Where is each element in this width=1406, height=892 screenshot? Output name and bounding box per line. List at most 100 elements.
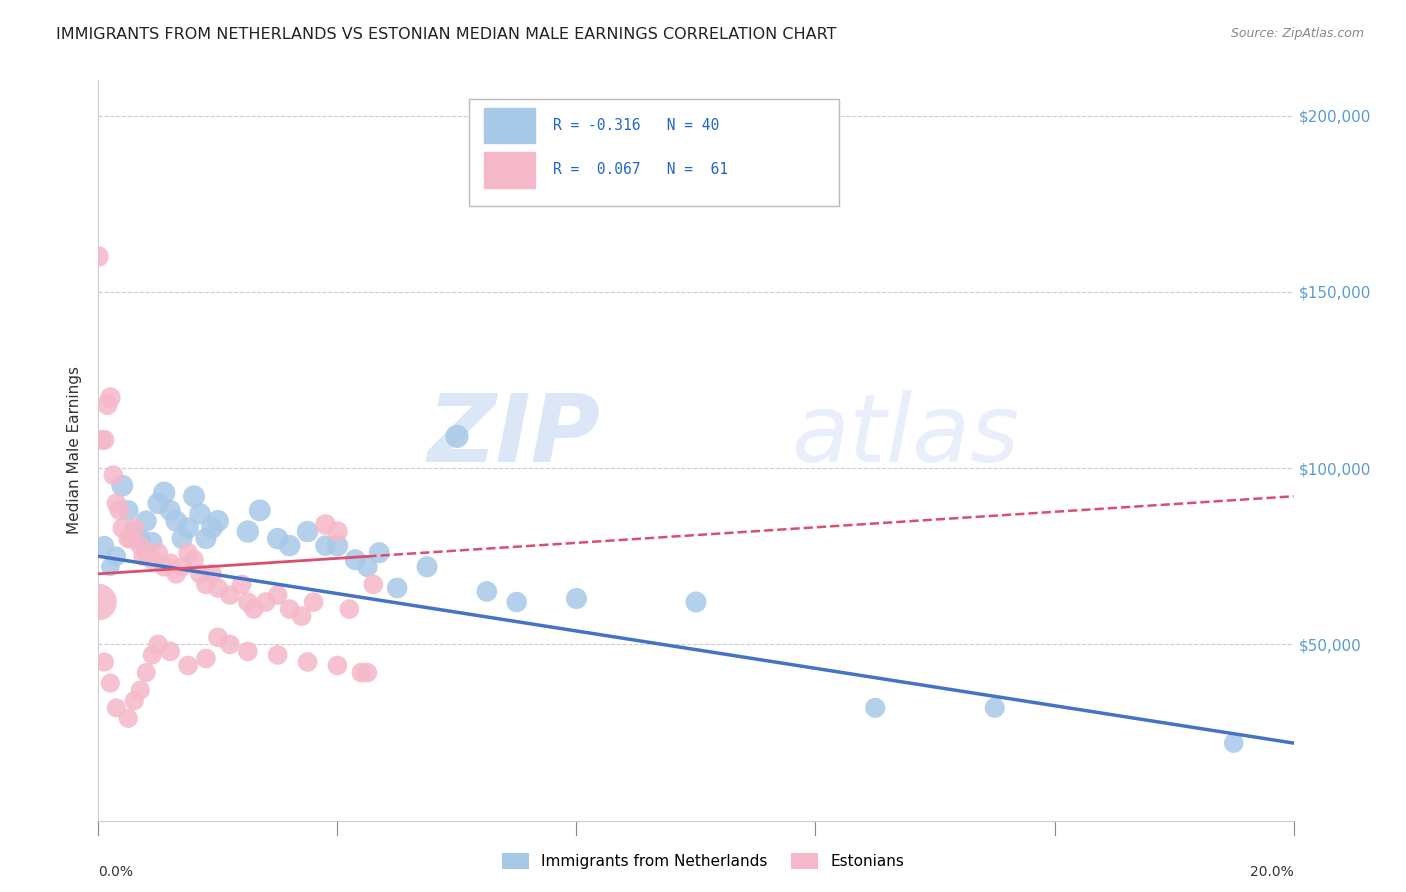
Point [254, 595, 277, 609]
Point [159, 556, 181, 570]
Point [159, 644, 181, 658]
Point [93, 433, 115, 447]
Bar [485, 153, 534, 187]
Point [188, 507, 211, 521]
Point [188, 566, 211, 581]
Point [685, 595, 707, 609]
Point [236, 524, 259, 539]
Text: atlas: atlas [792, 390, 1019, 481]
Point [315, 539, 337, 553]
Point [135, 514, 157, 528]
Point [108, 503, 131, 517]
Point [1223, 736, 1246, 750]
Point [278, 602, 301, 616]
Point [177, 521, 200, 535]
Point [339, 602, 361, 616]
Point [148, 637, 170, 651]
Point [475, 584, 498, 599]
Point [297, 655, 319, 669]
Point [267, 648, 290, 662]
Point [416, 559, 439, 574]
Point [90, 433, 112, 447]
Point [363, 577, 385, 591]
Text: Source: ZipAtlas.com: Source: ZipAtlas.com [1230, 27, 1364, 40]
Point [344, 553, 367, 567]
Text: 0.0%: 0.0% [98, 865, 134, 879]
Point [159, 503, 181, 517]
Text: R =  0.067   N =  61: R = 0.067 N = 61 [553, 162, 727, 178]
Text: R = -0.316   N = 40: R = -0.316 N = 40 [553, 118, 718, 133]
Point [96, 398, 118, 412]
Point [350, 665, 373, 680]
Point [141, 648, 163, 662]
Point [231, 577, 253, 591]
Point [129, 539, 152, 553]
Point [385, 581, 409, 595]
Bar [485, 108, 534, 144]
Point [356, 665, 378, 680]
Point [302, 595, 325, 609]
Point [172, 559, 194, 574]
Point [117, 532, 139, 546]
Point [103, 468, 125, 483]
Point [297, 524, 319, 539]
FancyBboxPatch shape [470, 99, 839, 206]
Point [87, 250, 110, 264]
Point [183, 553, 205, 567]
Text: 20.0%: 20.0% [1250, 865, 1294, 879]
Text: ZIP: ZIP [427, 390, 600, 482]
Point [326, 524, 349, 539]
Point [141, 535, 163, 549]
Point [98, 676, 122, 690]
Point [207, 581, 229, 595]
Point [148, 546, 170, 560]
Point [506, 595, 529, 609]
Point [105, 496, 128, 510]
Point [98, 391, 122, 405]
Point [141, 553, 163, 567]
Point [249, 503, 271, 517]
Point [201, 566, 224, 581]
Point [195, 577, 218, 591]
Point [135, 665, 157, 680]
Point [117, 503, 139, 517]
Point [98, 559, 122, 574]
Point [165, 514, 187, 528]
Point [446, 429, 468, 443]
Point [120, 532, 142, 546]
Point [236, 644, 259, 658]
Point [278, 539, 301, 553]
Text: IMMIGRANTS FROM NETHERLANDS VS ESTONIAN MEDIAN MALE EARNINGS CORRELATION CHART: IMMIGRANTS FROM NETHERLANDS VS ESTONIAN … [56, 27, 837, 42]
Point [243, 602, 266, 616]
Point [111, 521, 134, 535]
Point [326, 658, 349, 673]
Point [87, 595, 110, 609]
Point [93, 655, 115, 669]
Point [326, 539, 349, 553]
Point [124, 524, 146, 539]
Point [153, 559, 176, 574]
Point [195, 651, 218, 665]
Point [291, 609, 314, 624]
Point [236, 595, 259, 609]
Point [153, 485, 176, 500]
Point [135, 546, 157, 560]
Point [177, 546, 200, 560]
Point [111, 479, 134, 493]
Point [124, 694, 146, 708]
Point [129, 683, 152, 698]
Point [177, 658, 200, 673]
Point [356, 559, 378, 574]
Point [219, 588, 242, 602]
Y-axis label: Median Male Earnings: Median Male Earnings [67, 367, 83, 534]
Point [148, 496, 170, 510]
Point [124, 521, 146, 535]
Point [165, 566, 187, 581]
Point [201, 521, 224, 535]
Point [207, 630, 229, 644]
Point [132, 549, 155, 564]
Point [207, 514, 229, 528]
Point [219, 637, 242, 651]
Point [172, 532, 194, 546]
Point [267, 532, 290, 546]
